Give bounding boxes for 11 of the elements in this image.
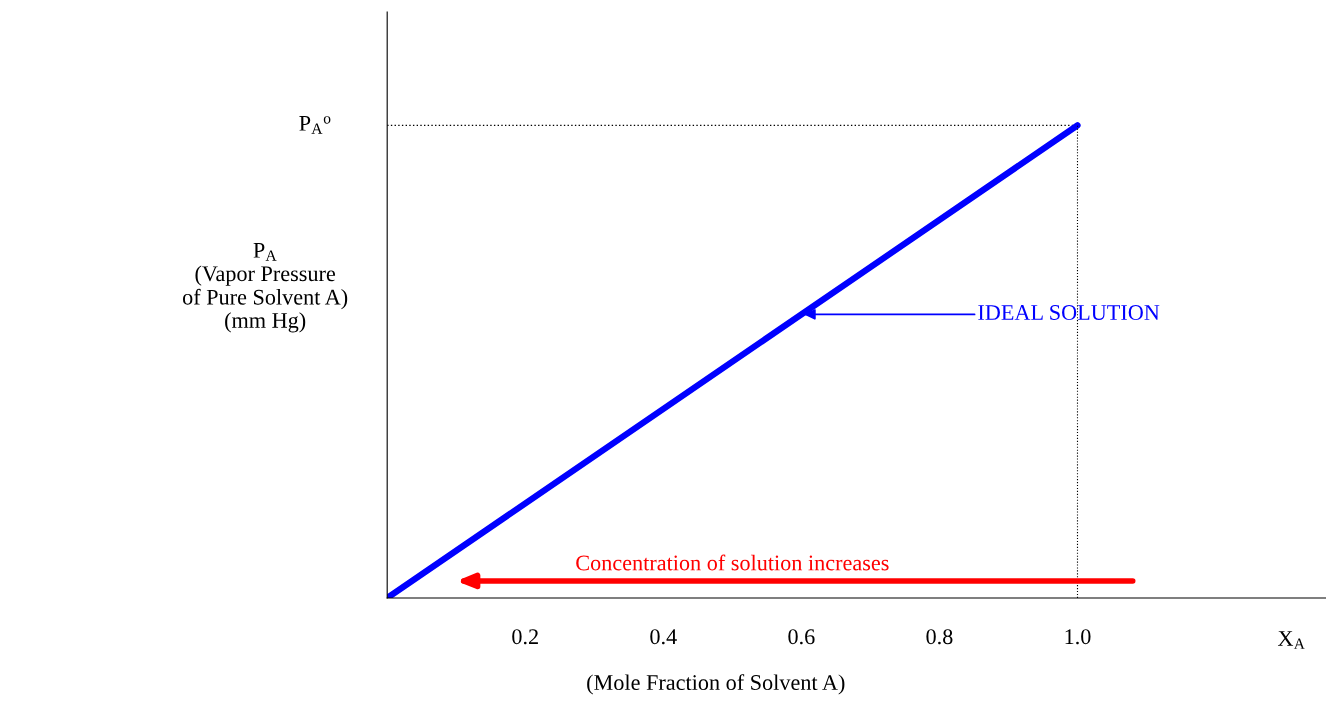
annotation: Concentration of solution increases [576, 554, 889, 571]
text: X$_{A}$ [1277, 631, 1305, 649]
y-axis-title: P$_{A}$ (Vapor Pressure of Pure Solvent A) (mm Hg) [182, 243, 348, 333]
annotation: IDEAL SOLUTION [978, 305, 1160, 320]
x-tick-label: 0.6 [788, 629, 815, 645]
x-tick-label: 0.8 [926, 629, 953, 645]
x-tick-label: 0.2 [512, 629, 538, 645]
x-tick-label: 1.0 [1065, 629, 1091, 645]
x-tick-label: 0.4 [650, 629, 677, 645]
ref-line-label: P$_{A}$$^{o}$ [299, 116, 331, 134]
x-axis-title: (Mole Fraction of Solvent A) [587, 674, 845, 695]
